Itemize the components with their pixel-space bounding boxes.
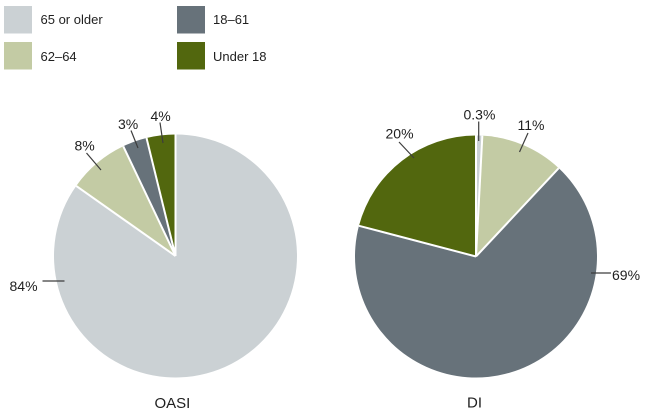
svg-text:62–64: 62–64 — [41, 49, 77, 64]
svg-text:Under 18: Under 18 — [213, 49, 266, 64]
svg-text:8%: 8% — [75, 138, 95, 154]
svg-text:18–61: 18–61 — [213, 12, 249, 27]
svg-text:OASI: OASI — [155, 395, 191, 412]
svg-text:69%: 69% — [612, 267, 640, 283]
svg-text:20%: 20% — [386, 126, 414, 142]
svg-text:65 or older: 65 or older — [41, 12, 104, 27]
svg-text:3%: 3% — [118, 116, 138, 132]
svg-text:0.3%: 0.3% — [464, 107, 496, 123]
svg-text:11%: 11% — [518, 117, 545, 133]
svg-text:84%: 84% — [10, 278, 38, 294]
svg-text:DI: DI — [467, 395, 482, 412]
svg-text:4%: 4% — [151, 108, 171, 124]
